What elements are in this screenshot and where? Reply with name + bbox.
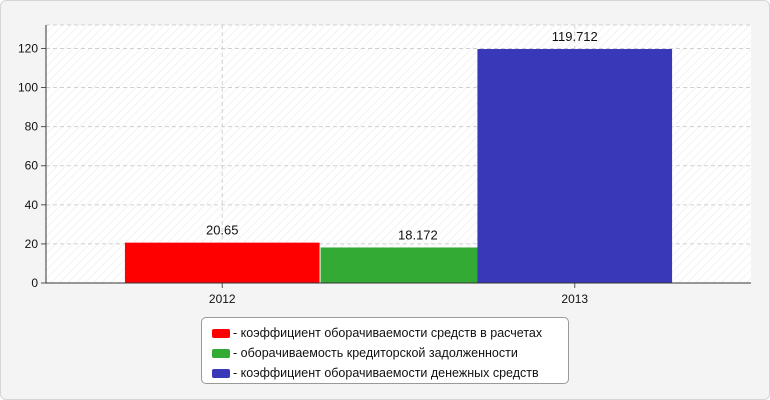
- bar-2013-series-3: [477, 49, 673, 283]
- data-label: 18.172: [398, 227, 438, 242]
- legend-swatch-1: [212, 328, 230, 338]
- x-tick-label: 2012: [209, 292, 236, 306]
- legend-label-3: - коэффициент оборачиваемости денежных с…: [233, 366, 539, 380]
- bar-2012-series-1: [124, 242, 320, 283]
- data-label: 119.712: [552, 29, 598, 44]
- data-label: 20.65: [206, 223, 239, 238]
- legend-label-2: - оборачиваемость кредиторской задолженн…: [233, 346, 518, 360]
- legend-item-3: - коэффициент оборачиваемости денежных с…: [212, 363, 560, 383]
- labels: 0 20 40 60 80 100 120 2012 2013 20.65 18.172 119.71…: [18, 29, 598, 306]
- legend-swatch-2: [212, 348, 230, 358]
- legend-label-1: - коэффициент оборачиваемости средств в …: [233, 326, 543, 340]
- legend-item-1: - коэффициент оборачиваемости средств в …: [212, 323, 560, 343]
- axes: [41, 25, 751, 288]
- y-tick-label: 20: [25, 237, 39, 251]
- legend-swatch-3: [212, 368, 230, 378]
- x-tick-label: 2013: [561, 292, 588, 306]
- y-tick-label: 120: [18, 41, 38, 55]
- bars: [124, 49, 673, 283]
- y-tick-label: 80: [25, 120, 39, 134]
- y-tick-label: 40: [25, 198, 39, 212]
- y-tick-label: 60: [25, 159, 39, 173]
- y-tick-label: 0: [31, 276, 38, 290]
- y-tick-label: 100: [18, 81, 38, 95]
- legend-item-2: - оборачиваемость кредиторской задолженн…: [212, 343, 560, 363]
- legend: - коэффициент оборачиваемости средств в …: [201, 317, 569, 384]
